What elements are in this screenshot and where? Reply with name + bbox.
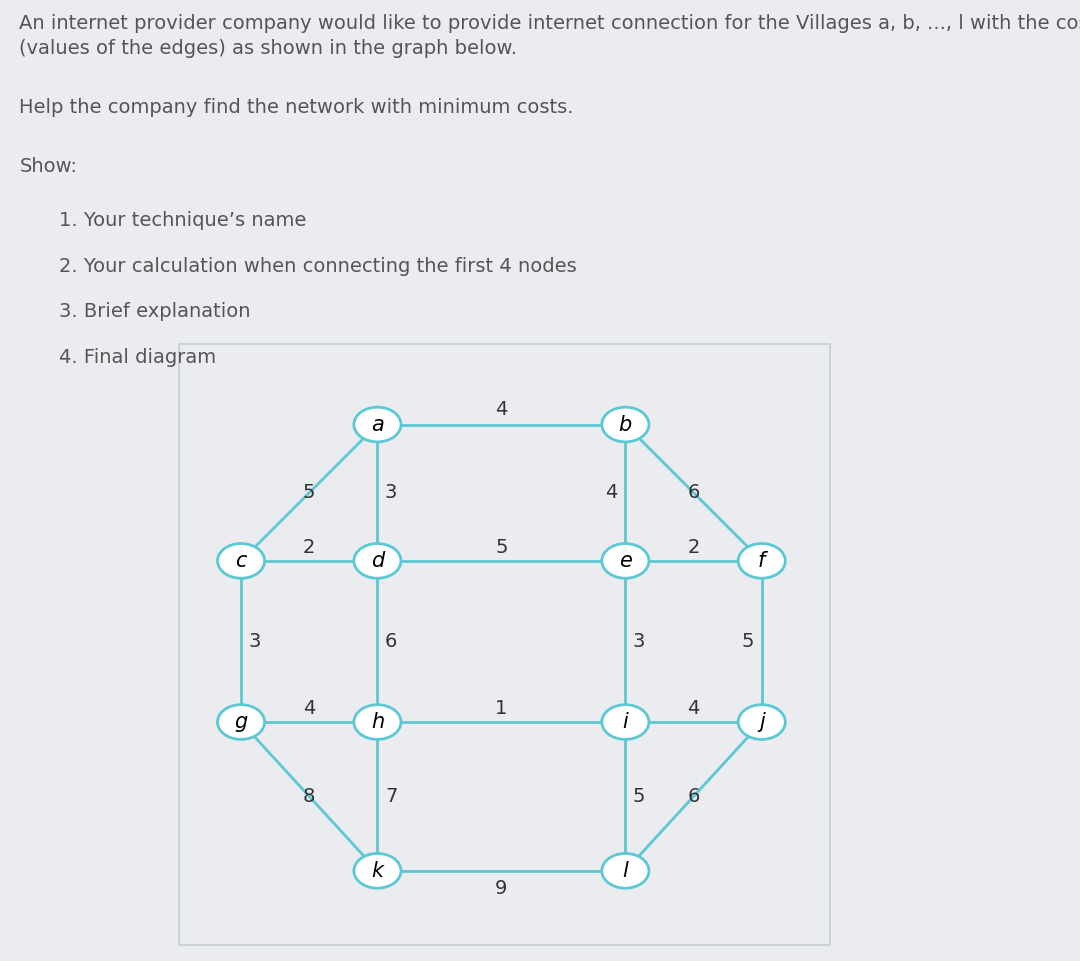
Ellipse shape	[602, 544, 649, 579]
Text: 1. Your technique’s name: 1. Your technique’s name	[59, 211, 307, 230]
Text: An internet provider company would like to provide internet connection for the V: An internet provider company would like …	[19, 14, 1080, 34]
Ellipse shape	[602, 407, 649, 442]
Ellipse shape	[354, 544, 401, 579]
Text: 4: 4	[606, 483, 618, 503]
Text: l: l	[622, 861, 629, 881]
Text: 6: 6	[687, 787, 700, 806]
Text: 3: 3	[633, 632, 645, 651]
Text: 6: 6	[384, 632, 397, 651]
Ellipse shape	[354, 704, 401, 739]
Text: 7: 7	[384, 787, 397, 806]
Ellipse shape	[602, 704, 649, 739]
Ellipse shape	[602, 853, 649, 888]
Text: 5: 5	[742, 632, 754, 651]
Text: j: j	[759, 712, 765, 732]
Text: g: g	[234, 712, 247, 732]
Ellipse shape	[217, 704, 265, 739]
Text: 3: 3	[384, 483, 397, 503]
Text: 3. Brief explanation: 3. Brief explanation	[59, 303, 251, 321]
Text: e: e	[619, 551, 632, 571]
Text: 6: 6	[687, 483, 700, 503]
Ellipse shape	[217, 544, 265, 579]
Ellipse shape	[739, 544, 785, 579]
Text: (values of the edges) as shown in the graph below.: (values of the edges) as shown in the gr…	[19, 38, 517, 58]
Text: 4. Final diagram: 4. Final diagram	[59, 348, 216, 367]
Text: 5: 5	[495, 538, 508, 556]
Text: 2: 2	[303, 538, 315, 556]
Text: Help the company find the network with minimum costs.: Help the company find the network with m…	[19, 98, 573, 117]
Text: 5: 5	[633, 787, 645, 806]
Text: 8: 8	[303, 787, 315, 806]
Text: 2: 2	[687, 538, 700, 556]
Text: 9: 9	[496, 878, 508, 898]
Text: Show:: Show:	[19, 157, 78, 176]
Ellipse shape	[739, 704, 785, 739]
Text: h: h	[370, 712, 384, 732]
Text: c: c	[235, 551, 247, 571]
Ellipse shape	[354, 853, 401, 888]
Text: i: i	[622, 712, 629, 732]
Text: 4: 4	[687, 699, 700, 718]
Text: f: f	[758, 551, 766, 571]
Text: 4: 4	[496, 400, 508, 419]
Text: 5: 5	[303, 483, 315, 503]
Text: k: k	[372, 861, 383, 881]
Text: 1: 1	[496, 699, 508, 718]
Text: 3: 3	[248, 632, 261, 651]
Text: a: a	[372, 414, 383, 434]
Text: 4: 4	[303, 699, 315, 718]
Text: 2. Your calculation when connecting the first 4 nodes: 2. Your calculation when connecting the …	[59, 257, 577, 276]
Ellipse shape	[354, 407, 401, 442]
Text: b: b	[619, 414, 632, 434]
Text: d: d	[370, 551, 384, 571]
